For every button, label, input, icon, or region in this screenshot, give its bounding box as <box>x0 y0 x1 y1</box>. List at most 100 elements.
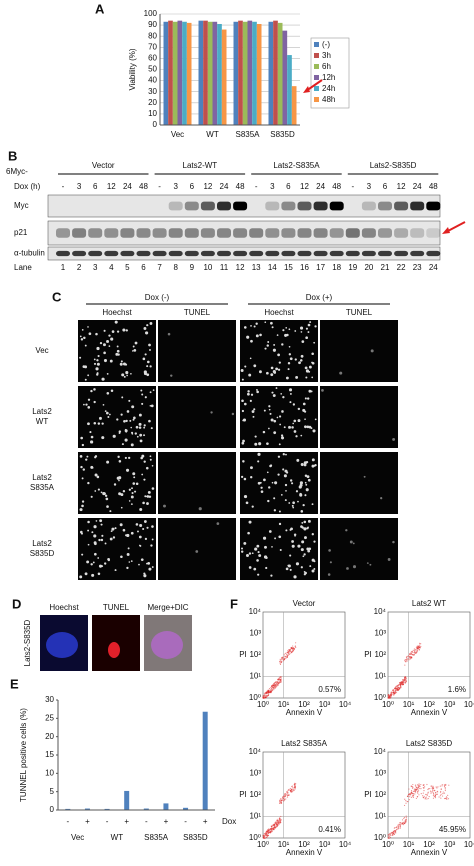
event <box>416 647 419 649</box>
event <box>410 793 412 796</box>
cell <box>122 362 126 366</box>
cell <box>132 472 136 476</box>
event <box>419 785 421 788</box>
band <box>233 250 248 257</box>
event <box>398 827 400 829</box>
event <box>417 645 419 647</box>
cell <box>292 422 295 425</box>
event <box>404 820 406 822</box>
cell <box>119 362 123 366</box>
cell <box>125 431 128 433</box>
lane: 15 <box>284 263 293 272</box>
bar <box>217 23 222 126</box>
band <box>394 201 409 211</box>
event <box>425 796 427 798</box>
event <box>288 653 291 655</box>
event <box>398 687 401 689</box>
y-axis-label: Viability (%) <box>128 48 137 90</box>
event <box>269 831 271 834</box>
cell <box>87 543 90 546</box>
cell <box>283 426 286 429</box>
event <box>281 658 284 660</box>
cell <box>145 495 147 498</box>
construct: Lats2-S835A <box>273 161 320 170</box>
cell <box>138 535 142 539</box>
cell <box>304 418 306 420</box>
event <box>403 681 406 683</box>
stain: Hoechst <box>102 308 132 317</box>
band <box>200 250 215 257</box>
tunel-signal <box>108 642 120 658</box>
cell <box>329 561 332 564</box>
bar <box>247 20 253 125</box>
cell <box>81 553 84 556</box>
cell <box>311 533 314 536</box>
cell <box>264 347 267 350</box>
cell <box>79 575 83 579</box>
cell <box>140 456 143 460</box>
cell <box>146 502 149 505</box>
lane: 10 <box>203 263 212 272</box>
event <box>405 661 407 663</box>
event <box>432 793 435 795</box>
bar <box>212 21 218 125</box>
cell <box>107 557 110 561</box>
cell <box>151 464 154 467</box>
event <box>405 800 407 802</box>
event <box>393 830 395 832</box>
event <box>405 818 407 821</box>
cell <box>257 460 260 463</box>
event <box>391 831 394 834</box>
cell <box>392 540 395 544</box>
cell <box>287 362 291 365</box>
cell <box>116 345 119 348</box>
x-tick-label: + <box>203 817 208 826</box>
y-tick-label: 10² <box>249 790 261 799</box>
event <box>278 820 280 823</box>
cell <box>104 542 107 545</box>
event <box>404 816 406 819</box>
event <box>427 788 430 790</box>
cell <box>84 378 87 381</box>
event <box>394 687 397 689</box>
event <box>289 648 292 651</box>
band <box>265 228 280 238</box>
event <box>268 828 270 830</box>
event <box>292 648 294 650</box>
legend-swatch <box>314 86 319 91</box>
event <box>271 824 273 826</box>
cell <box>291 504 294 507</box>
cell <box>112 536 116 539</box>
event <box>286 654 288 657</box>
event <box>283 796 286 798</box>
cell <box>259 333 262 337</box>
event <box>273 685 275 687</box>
cell <box>126 533 130 538</box>
cell <box>273 509 277 512</box>
event <box>267 834 270 837</box>
x-tick-label: 10³ <box>319 700 331 709</box>
cell <box>290 527 293 531</box>
lane: 3 <box>93 263 98 272</box>
event <box>423 784 425 786</box>
event <box>432 789 434 791</box>
cell <box>87 374 90 377</box>
event <box>279 658 281 660</box>
cell <box>260 486 263 489</box>
cell <box>292 403 296 406</box>
event <box>274 686 276 688</box>
cell <box>93 400 96 404</box>
cell <box>104 562 107 565</box>
event <box>262 695 264 697</box>
cell <box>90 465 94 469</box>
band <box>410 201 425 211</box>
event <box>415 797 418 800</box>
event <box>395 691 398 693</box>
cell <box>306 527 309 530</box>
cell <box>138 422 142 426</box>
cell <box>198 507 202 511</box>
cell <box>305 336 309 340</box>
y-axis-label: PI <box>239 650 247 659</box>
event <box>294 785 297 788</box>
cell <box>288 388 293 392</box>
